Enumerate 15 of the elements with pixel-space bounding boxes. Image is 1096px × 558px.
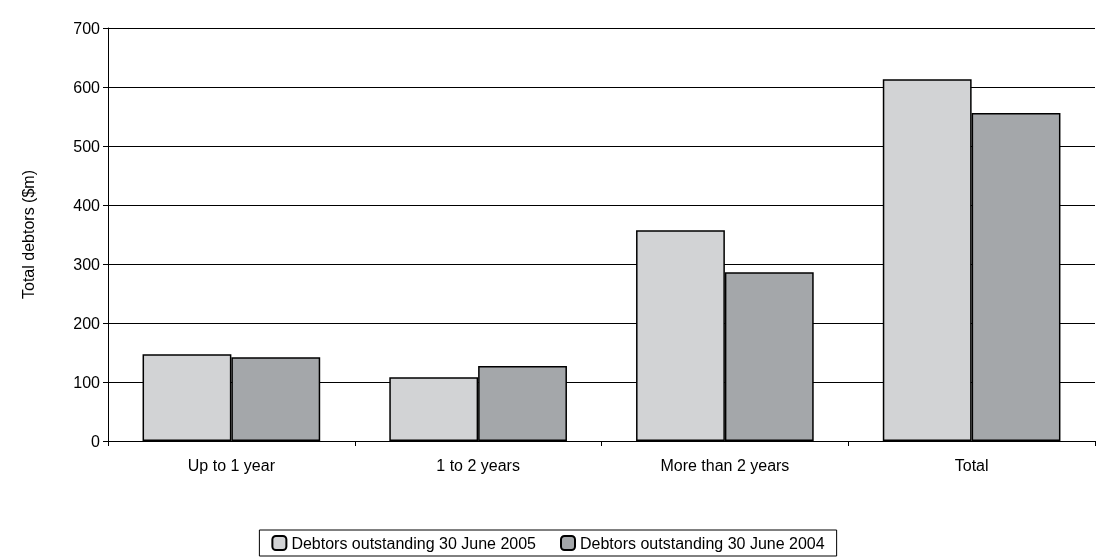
y-tick-label: 300 [73,255,101,273]
x-tick-label: More than 2 years [660,456,790,474]
y-axis-title: Total debtors ($m) [19,170,37,299]
y-tick-label: 400 [73,196,101,214]
x-tick-label: Up to 1 year [187,456,276,474]
y-tick-label: 100 [73,373,101,391]
y-tick-label: 0 [91,432,101,450]
y-tick-label: 700 [73,19,101,37]
legend-label: Debtors outstanding 30 June 2004 [580,534,825,552]
y-tick-label: 200 [73,314,101,332]
x-tick-label: 1 to 2 years [436,456,520,474]
legend-label: Debtors outstanding 30 June 2005 [291,534,537,552]
x-tick-label: Total [954,456,989,474]
y-tick-label: 600 [73,78,101,96]
y-tick-label: 500 [73,137,101,155]
